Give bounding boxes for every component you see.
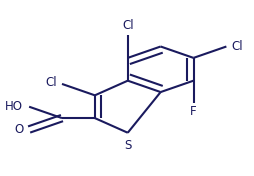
Text: F: F xyxy=(190,105,197,118)
Text: S: S xyxy=(124,139,131,152)
Text: Cl: Cl xyxy=(122,19,134,32)
Text: Cl: Cl xyxy=(46,76,57,89)
Text: Cl: Cl xyxy=(231,40,243,53)
Text: O: O xyxy=(14,123,23,136)
Text: HO: HO xyxy=(5,100,23,113)
